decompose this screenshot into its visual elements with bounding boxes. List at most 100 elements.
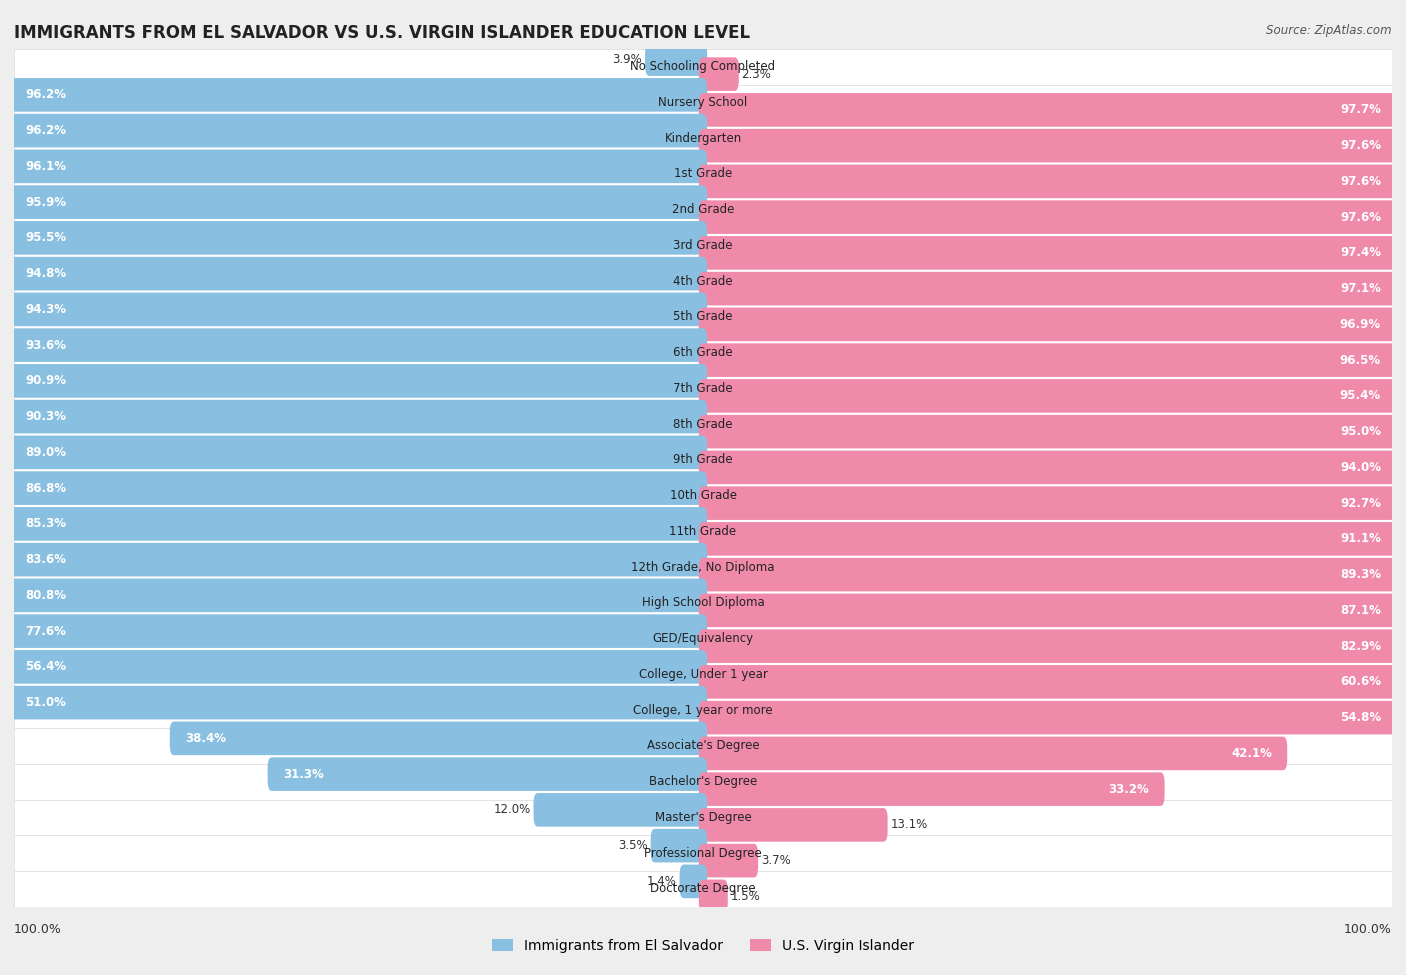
Text: Source: ZipAtlas.com: Source: ZipAtlas.com [1267, 24, 1392, 37]
Text: 3.5%: 3.5% [619, 839, 648, 852]
Text: Kindergarten: Kindergarten [665, 132, 741, 144]
Text: 89.0%: 89.0% [25, 446, 66, 459]
Text: 38.4%: 38.4% [186, 732, 226, 745]
FancyBboxPatch shape [533, 793, 707, 827]
Text: 100.0%: 100.0% [1344, 923, 1392, 936]
FancyBboxPatch shape [10, 400, 707, 434]
Text: 51.0%: 51.0% [25, 696, 66, 709]
Text: Doctorate Degree: Doctorate Degree [650, 882, 756, 895]
FancyBboxPatch shape [699, 129, 1396, 163]
Text: 97.6%: 97.6% [1340, 211, 1381, 223]
FancyBboxPatch shape [14, 299, 1392, 334]
Text: GED/Equivalency: GED/Equivalency [652, 632, 754, 645]
FancyBboxPatch shape [170, 722, 707, 756]
FancyBboxPatch shape [14, 263, 1392, 299]
FancyBboxPatch shape [14, 478, 1392, 514]
Text: 95.0%: 95.0% [1340, 425, 1381, 438]
Text: No Schooling Completed: No Schooling Completed [630, 60, 776, 73]
FancyBboxPatch shape [699, 558, 1396, 592]
FancyBboxPatch shape [10, 149, 707, 183]
FancyBboxPatch shape [14, 549, 1392, 585]
FancyBboxPatch shape [14, 514, 1392, 549]
Text: 85.3%: 85.3% [25, 518, 66, 530]
Text: College, Under 1 year: College, Under 1 year [638, 668, 768, 681]
Text: 87.1%: 87.1% [1340, 604, 1381, 617]
Text: College, 1 year or more: College, 1 year or more [633, 704, 773, 717]
Text: 97.7%: 97.7% [1340, 103, 1381, 116]
Text: 83.6%: 83.6% [25, 553, 66, 566]
Text: 8th Grade: 8th Grade [673, 417, 733, 431]
Text: 96.1%: 96.1% [25, 160, 66, 173]
FancyBboxPatch shape [10, 543, 707, 576]
FancyBboxPatch shape [10, 78, 707, 112]
Text: Associate's Degree: Associate's Degree [647, 739, 759, 753]
Text: 97.1%: 97.1% [1340, 282, 1381, 295]
FancyBboxPatch shape [10, 185, 707, 219]
Text: 60.6%: 60.6% [1340, 676, 1381, 688]
FancyBboxPatch shape [699, 165, 1396, 198]
FancyBboxPatch shape [10, 436, 707, 469]
FancyBboxPatch shape [14, 763, 1392, 800]
Text: High School Diploma: High School Diploma [641, 597, 765, 609]
FancyBboxPatch shape [10, 364, 707, 398]
Text: IMMIGRANTS FROM EL SALVADOR VS U.S. VIRGIN ISLANDER EDUCATION LEVEL: IMMIGRANTS FROM EL SALVADOR VS U.S. VIRG… [14, 24, 751, 42]
Text: 4th Grade: 4th Grade [673, 275, 733, 288]
FancyBboxPatch shape [14, 334, 1392, 370]
Text: 95.9%: 95.9% [25, 196, 66, 209]
FancyBboxPatch shape [699, 93, 1396, 127]
Text: 95.4%: 95.4% [1340, 389, 1381, 403]
FancyBboxPatch shape [699, 379, 1396, 412]
FancyBboxPatch shape [699, 522, 1396, 556]
FancyBboxPatch shape [14, 85, 1392, 120]
Text: 10th Grade: 10th Grade [669, 489, 737, 502]
FancyBboxPatch shape [14, 800, 1392, 836]
Text: 77.6%: 77.6% [25, 625, 66, 638]
FancyBboxPatch shape [699, 629, 1396, 663]
FancyBboxPatch shape [14, 836, 1392, 871]
FancyBboxPatch shape [645, 42, 707, 76]
FancyBboxPatch shape [14, 227, 1392, 263]
FancyBboxPatch shape [14, 370, 1392, 407]
FancyBboxPatch shape [14, 442, 1392, 478]
FancyBboxPatch shape [699, 701, 1396, 734]
Text: 96.5%: 96.5% [1340, 354, 1381, 367]
FancyBboxPatch shape [10, 221, 707, 254]
FancyBboxPatch shape [10, 650, 707, 683]
Text: 80.8%: 80.8% [25, 589, 66, 602]
Text: 1.4%: 1.4% [647, 875, 676, 888]
Text: 95.5%: 95.5% [25, 231, 66, 245]
FancyBboxPatch shape [14, 156, 1392, 192]
FancyBboxPatch shape [699, 414, 1396, 448]
FancyBboxPatch shape [699, 236, 1396, 270]
FancyBboxPatch shape [14, 656, 1392, 692]
FancyBboxPatch shape [14, 728, 1392, 763]
FancyBboxPatch shape [699, 772, 1164, 806]
FancyBboxPatch shape [699, 450, 1396, 485]
Text: 42.1%: 42.1% [1232, 747, 1272, 760]
FancyBboxPatch shape [14, 49, 1392, 85]
FancyBboxPatch shape [10, 578, 707, 612]
Text: Master's Degree: Master's Degree [655, 811, 751, 824]
Text: 96.9%: 96.9% [1340, 318, 1381, 331]
FancyBboxPatch shape [699, 307, 1396, 341]
Text: 7th Grade: 7th Grade [673, 382, 733, 395]
Text: 96.2%: 96.2% [25, 124, 66, 137]
Text: 13.1%: 13.1% [890, 818, 928, 832]
Text: 5th Grade: 5th Grade [673, 310, 733, 324]
FancyBboxPatch shape [14, 407, 1392, 442]
Text: 12th Grade, No Diploma: 12th Grade, No Diploma [631, 561, 775, 573]
FancyBboxPatch shape [14, 692, 1392, 728]
Text: 3.7%: 3.7% [761, 854, 790, 867]
FancyBboxPatch shape [699, 58, 738, 91]
Text: Bachelor's Degree: Bachelor's Degree [650, 775, 756, 788]
Text: 93.6%: 93.6% [25, 338, 66, 352]
FancyBboxPatch shape [699, 879, 728, 914]
Text: 33.2%: 33.2% [1109, 783, 1150, 796]
FancyBboxPatch shape [699, 665, 1396, 699]
FancyBboxPatch shape [14, 585, 1392, 621]
FancyBboxPatch shape [10, 507, 707, 541]
Text: 11th Grade: 11th Grade [669, 525, 737, 538]
Text: 3rd Grade: 3rd Grade [673, 239, 733, 252]
FancyBboxPatch shape [10, 114, 707, 147]
Text: 2.3%: 2.3% [741, 67, 772, 81]
